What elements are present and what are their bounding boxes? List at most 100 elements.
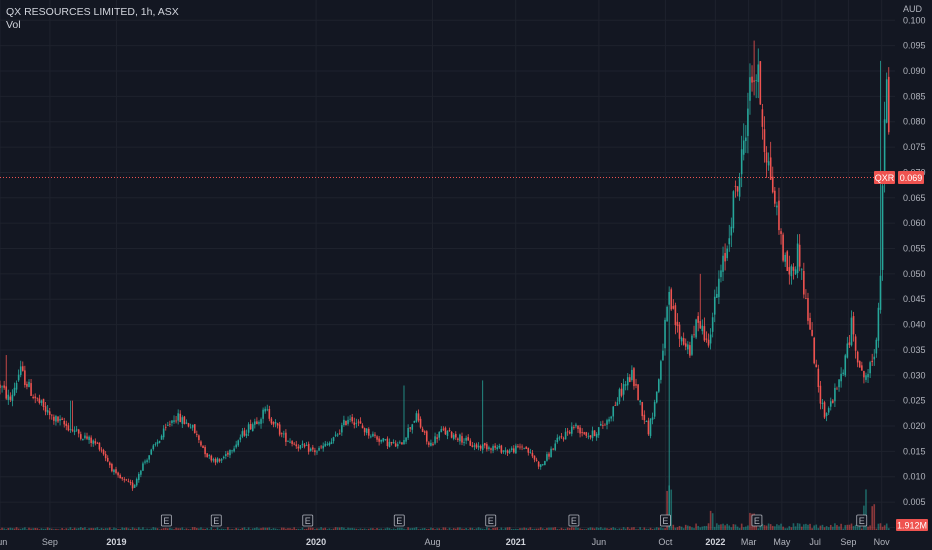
candle-body (57, 416, 59, 422)
volume-badge-bg (896, 519, 928, 531)
candle-body (577, 425, 579, 430)
candle-body (67, 425, 70, 431)
candle-body (585, 432, 588, 436)
volume-indicator-label[interactable]: Vol (6, 19, 21, 31)
candle-body (749, 77, 751, 101)
candle (678, 321, 681, 347)
y-tick-label: 0.090 (903, 66, 926, 76)
candle (521, 444, 523, 451)
earnings-marker[interactable]: E (210, 514, 222, 527)
candle-body (778, 200, 780, 231)
candle-body (506, 450, 509, 454)
volume-bar (258, 528, 260, 530)
candle (9, 392, 12, 402)
volume-bar (662, 528, 664, 530)
symbol-title[interactable]: QX RESOURCES LIMITED, 1h, ASX (6, 6, 179, 18)
volume-bar (541, 528, 544, 530)
candle (670, 287, 673, 311)
candle-body (106, 457, 109, 462)
volume-bar (755, 523, 757, 530)
volume-bar (144, 529, 146, 530)
candle (722, 246, 724, 281)
volume-bar (189, 529, 192, 530)
volume-badge: 1.912M (896, 519, 928, 531)
volume-bar (24, 527, 26, 530)
candle (761, 104, 764, 140)
volume-bar (69, 527, 72, 530)
volume-bar (871, 506, 873, 530)
candle-body (606, 420, 608, 425)
candle-body (568, 431, 571, 434)
candle-body (351, 417, 353, 422)
candle (861, 361, 863, 371)
volume-bar (193, 527, 196, 530)
earnings-marker[interactable]: E (751, 514, 763, 527)
volume-bar (432, 528, 434, 530)
earnings-marker[interactable]: E (568, 514, 580, 527)
volume-bar (718, 524, 720, 530)
earnings-marker[interactable]: E (660, 514, 671, 527)
volume-bar (305, 528, 308, 530)
candle-body (407, 428, 409, 438)
volume-bar (283, 527, 285, 530)
earnings-marker[interactable]: E (393, 514, 405, 527)
volume-bar (591, 527, 594, 530)
volume-bar (883, 525, 886, 530)
volume-bar (865, 489, 867, 530)
volume-bar (593, 528, 596, 530)
candle-body (438, 432, 441, 438)
candle-body (761, 109, 764, 127)
volume-bar (728, 525, 731, 530)
earnings-marker[interactable]: E (856, 514, 868, 527)
volume-bar (254, 527, 256, 530)
x-tick-label: Oct (658, 537, 673, 547)
candle-body (287, 440, 289, 442)
candle (32, 394, 34, 400)
volume-bar (765, 525, 768, 530)
volume-bar (227, 527, 229, 530)
volume-bar (293, 527, 295, 530)
candle (763, 116, 766, 163)
candle (142, 461, 144, 472)
candle-body (593, 430, 596, 437)
earnings-marker[interactable]: E (160, 514, 172, 527)
candle-body (734, 185, 737, 187)
volume-bar (380, 528, 382, 530)
volume-bar (577, 527, 579, 530)
earnings-marker[interactable]: E (302, 514, 314, 527)
candle (425, 430, 428, 445)
volume-bar (98, 528, 101, 530)
candle-body (622, 384, 625, 395)
candle-body (612, 406, 615, 417)
candle (832, 398, 834, 404)
symbol-badge-text: QXR (875, 173, 895, 183)
candle (307, 441, 310, 455)
volume-bar (303, 529, 306, 530)
volume-bar (9, 527, 12, 530)
candle-body (544, 460, 546, 465)
time-axis[interactable]: Jun Sep 2019 2020 Aug 2021 Jun Oct 2022 Mar May Jul… (0, 537, 890, 547)
candle (477, 442, 480, 451)
volume-bar (133, 528, 136, 530)
candle-body (701, 325, 704, 332)
volume-bar (829, 524, 832, 530)
candle (341, 422, 343, 436)
candle-body (324, 443, 327, 447)
candle (361, 423, 364, 429)
volume-bar (363, 528, 366, 530)
candle-body (587, 436, 590, 438)
volume-bar (407, 527, 409, 530)
chart-grid (0, 0, 895, 530)
candle (1, 385, 3, 393)
candle-body (780, 231, 782, 234)
candle-body (662, 350, 664, 361)
candle-body (575, 424, 577, 427)
candle (858, 360, 861, 368)
candle-body (699, 321, 702, 329)
earnings-marker[interactable]: E (485, 514, 497, 527)
volume-bar (769, 524, 772, 530)
candle (109, 461, 111, 469)
volume-bar (599, 527, 602, 530)
candle (198, 434, 200, 444)
